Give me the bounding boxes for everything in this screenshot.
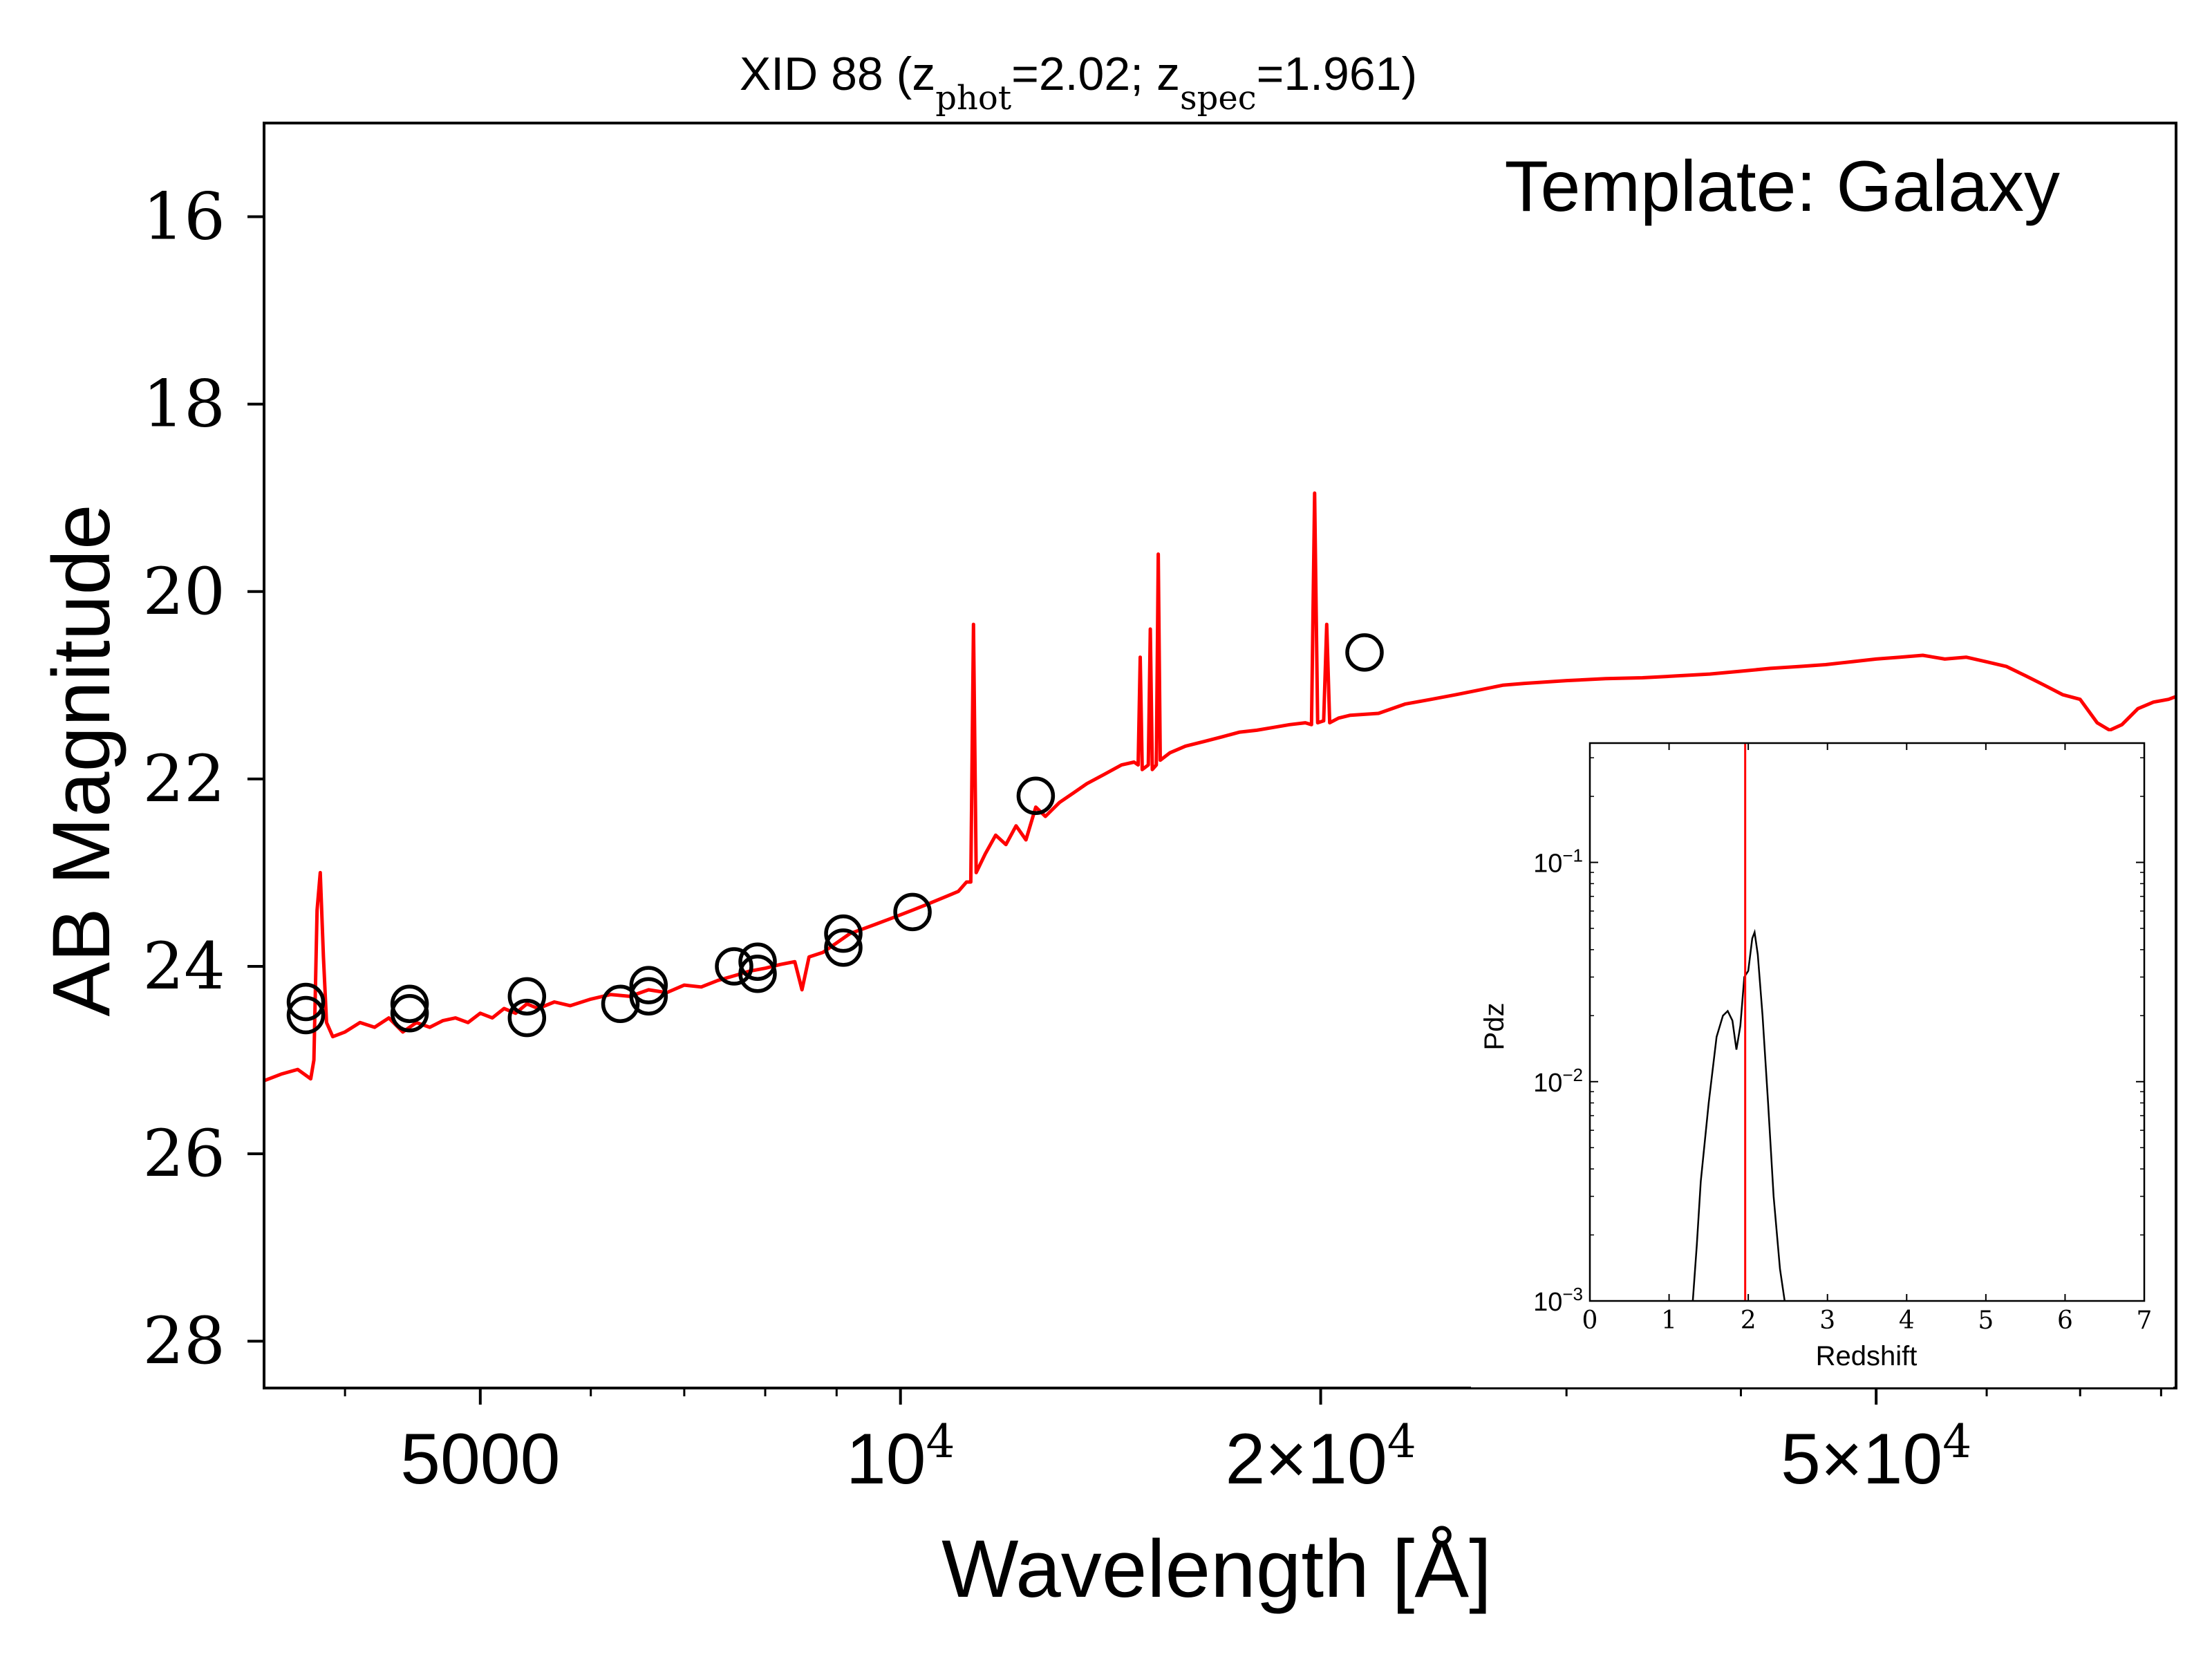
y-tick-label: 26 <box>142 1116 225 1192</box>
photometry-point <box>390 994 429 1033</box>
photometry-point <box>1345 633 1384 672</box>
x-tick-label: 5000 <box>400 1419 560 1499</box>
inset-x-tick-label: 6 <box>2057 1306 2073 1335</box>
x-axis-label: Wavelength [Å] <box>941 1524 1492 1615</box>
y-tick-label: 20 <box>142 554 225 630</box>
photometry-point <box>824 928 863 967</box>
inset-y-tick-label: 10−1 <box>1533 845 1583 879</box>
pdz-curve <box>1691 928 1786 1301</box>
photometry-point <box>390 984 429 1023</box>
template-annotation: Template: Galaxy <box>1505 147 2060 227</box>
photometry-point <box>738 955 777 993</box>
photometry-point <box>507 998 547 1038</box>
photometry-point <box>824 914 863 953</box>
y-tick-label: 24 <box>142 929 225 1004</box>
inset-x-tick-label: 0 <box>1582 1306 1598 1335</box>
inset-x-tick-label: 2 <box>1741 1306 1756 1335</box>
inset-x-tick-label: 3 <box>1819 1306 1835 1335</box>
y-tick-label: 16 <box>142 180 225 255</box>
main-plot-frame <box>263 122 2177 1389</box>
inset-x-tick-label: 5 <box>1978 1306 1994 1335</box>
inset-x-tick-label: 4 <box>1899 1306 1915 1335</box>
inset-x-tick-label: 7 <box>2137 1306 2153 1335</box>
photometry-point <box>601 984 640 1023</box>
y-tick-label: 28 <box>142 1304 225 1379</box>
photometry-point <box>286 982 326 1022</box>
y-tick-label: 18 <box>142 367 225 442</box>
x-tick-label: 5×104 <box>1781 1415 1971 1500</box>
y-tick-label: 22 <box>142 742 225 817</box>
inset-x-axis-label: Redshift <box>1816 1341 1918 1371</box>
inset-background <box>1471 731 2173 1387</box>
photometry-point <box>738 942 777 981</box>
photometry-point <box>507 977 547 1016</box>
photometry-point <box>629 977 668 1016</box>
inset-frame <box>1588 742 2146 1302</box>
photometry-point <box>286 995 326 1035</box>
photometry-point <box>1016 776 1056 816</box>
y-axis-label: AB Magnitude <box>36 504 127 1016</box>
inset-x-tick-label: 1 <box>1661 1306 1677 1335</box>
chart-title: XID 88 (zphot=2.02; zspec=1.961) <box>740 48 1417 118</box>
inset-y-tick-label: 10−2 <box>1533 1065 1583 1098</box>
photometry-point <box>893 892 932 932</box>
inset-y-axis-label: Pdz <box>1479 1003 1510 1051</box>
photometry-point <box>629 966 668 1004</box>
inset-y-tick-label: 10−3 <box>1533 1284 1583 1317</box>
template-sed-line <box>264 491 2176 1082</box>
photometry-point <box>715 947 753 986</box>
x-tick-label: 104 <box>846 1415 955 1500</box>
x-tick-label: 2×104 <box>1225 1415 1416 1500</box>
inset-pdz-plot: 0 1 2 3 4 5 6 7 10−1 10−2 10−3 <box>1471 731 2173 1387</box>
